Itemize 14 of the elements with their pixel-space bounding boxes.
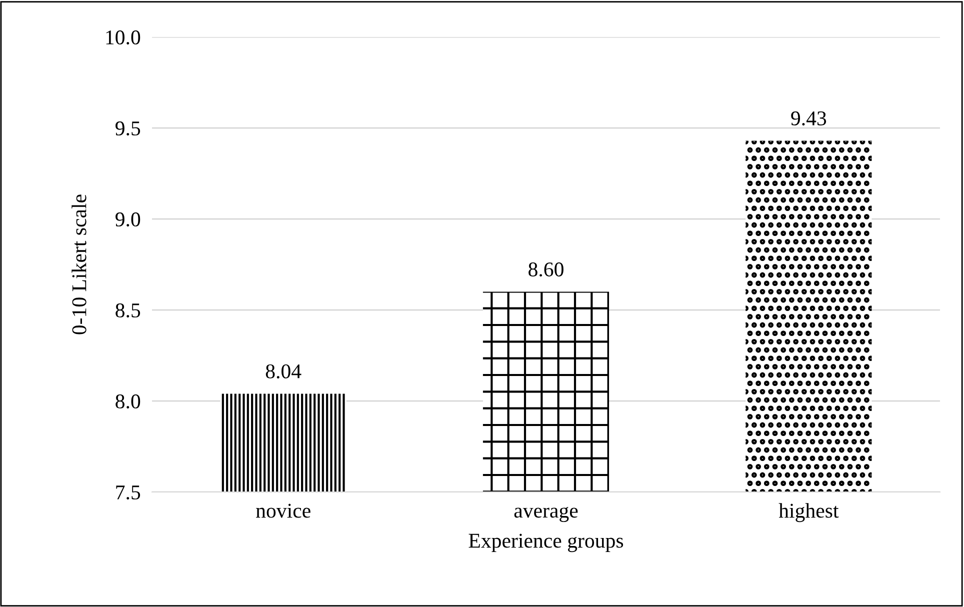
- y-tick-label: 9.5: [116, 121, 140, 136]
- y-tick-label: 10.0: [106, 30, 140, 45]
- y-axis-title: 0-10 Likert scale: [72, 194, 86, 334]
- x-tick-label: novice: [256, 504, 310, 518]
- y-tick-label: 7.5: [116, 486, 140, 500]
- data-label: 9.43: [791, 111, 826, 126]
- x-tick-label: highest: [778, 503, 839, 522]
- x-axis-title: Experience groups: [468, 534, 624, 552]
- data-label: 8.60: [528, 262, 564, 277]
- x-tick-label: average: [514, 506, 578, 522]
- data-label: 8.04: [266, 364, 302, 378]
- y-tick-label: 8.0: [116, 394, 140, 409]
- y-tick-label: 9.0: [116, 212, 140, 227]
- y-tick-label: 8.5: [116, 303, 140, 318]
